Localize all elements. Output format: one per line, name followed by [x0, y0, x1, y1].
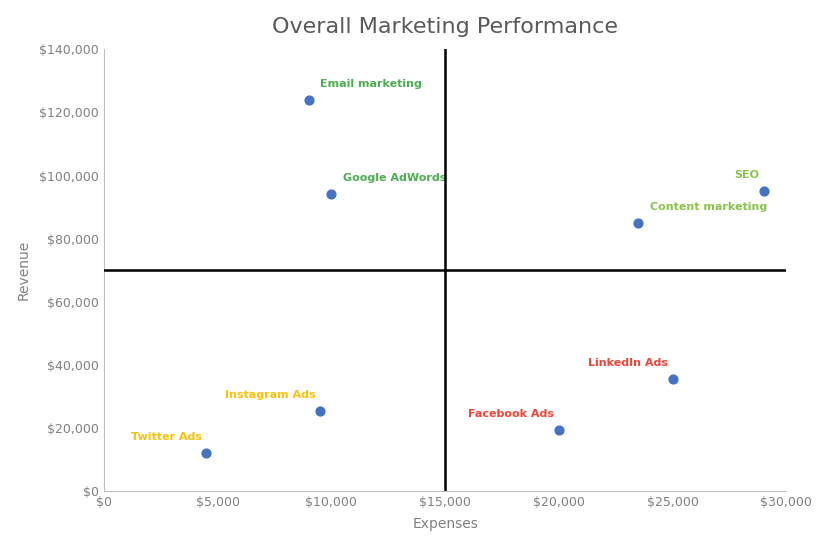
Point: [551, 425, 565, 434]
Point: [301, 95, 315, 104]
Point: [325, 190, 338, 199]
Point: [665, 375, 678, 384]
Text: Email marketing: Email marketing: [320, 79, 421, 89]
Text: SEO: SEO: [734, 170, 758, 180]
Text: Content marketing: Content marketing: [649, 202, 766, 212]
Text: Facebook Ads: Facebook Ads: [468, 409, 554, 419]
Title: Overall Marketing Performance: Overall Marketing Performance: [272, 16, 618, 37]
Text: Google AdWords: Google AdWords: [342, 174, 445, 184]
Point: [756, 187, 769, 196]
Text: LinkedIn Ads: LinkedIn Ads: [587, 358, 667, 368]
X-axis label: Expenses: Expenses: [412, 517, 478, 532]
Text: Instagram Ads: Instagram Ads: [224, 390, 315, 399]
Point: [200, 449, 213, 458]
Point: [313, 406, 326, 415]
Y-axis label: Revenue: Revenue: [17, 240, 31, 300]
Point: [631, 219, 644, 227]
Text: Twitter Ads: Twitter Ads: [131, 432, 201, 442]
